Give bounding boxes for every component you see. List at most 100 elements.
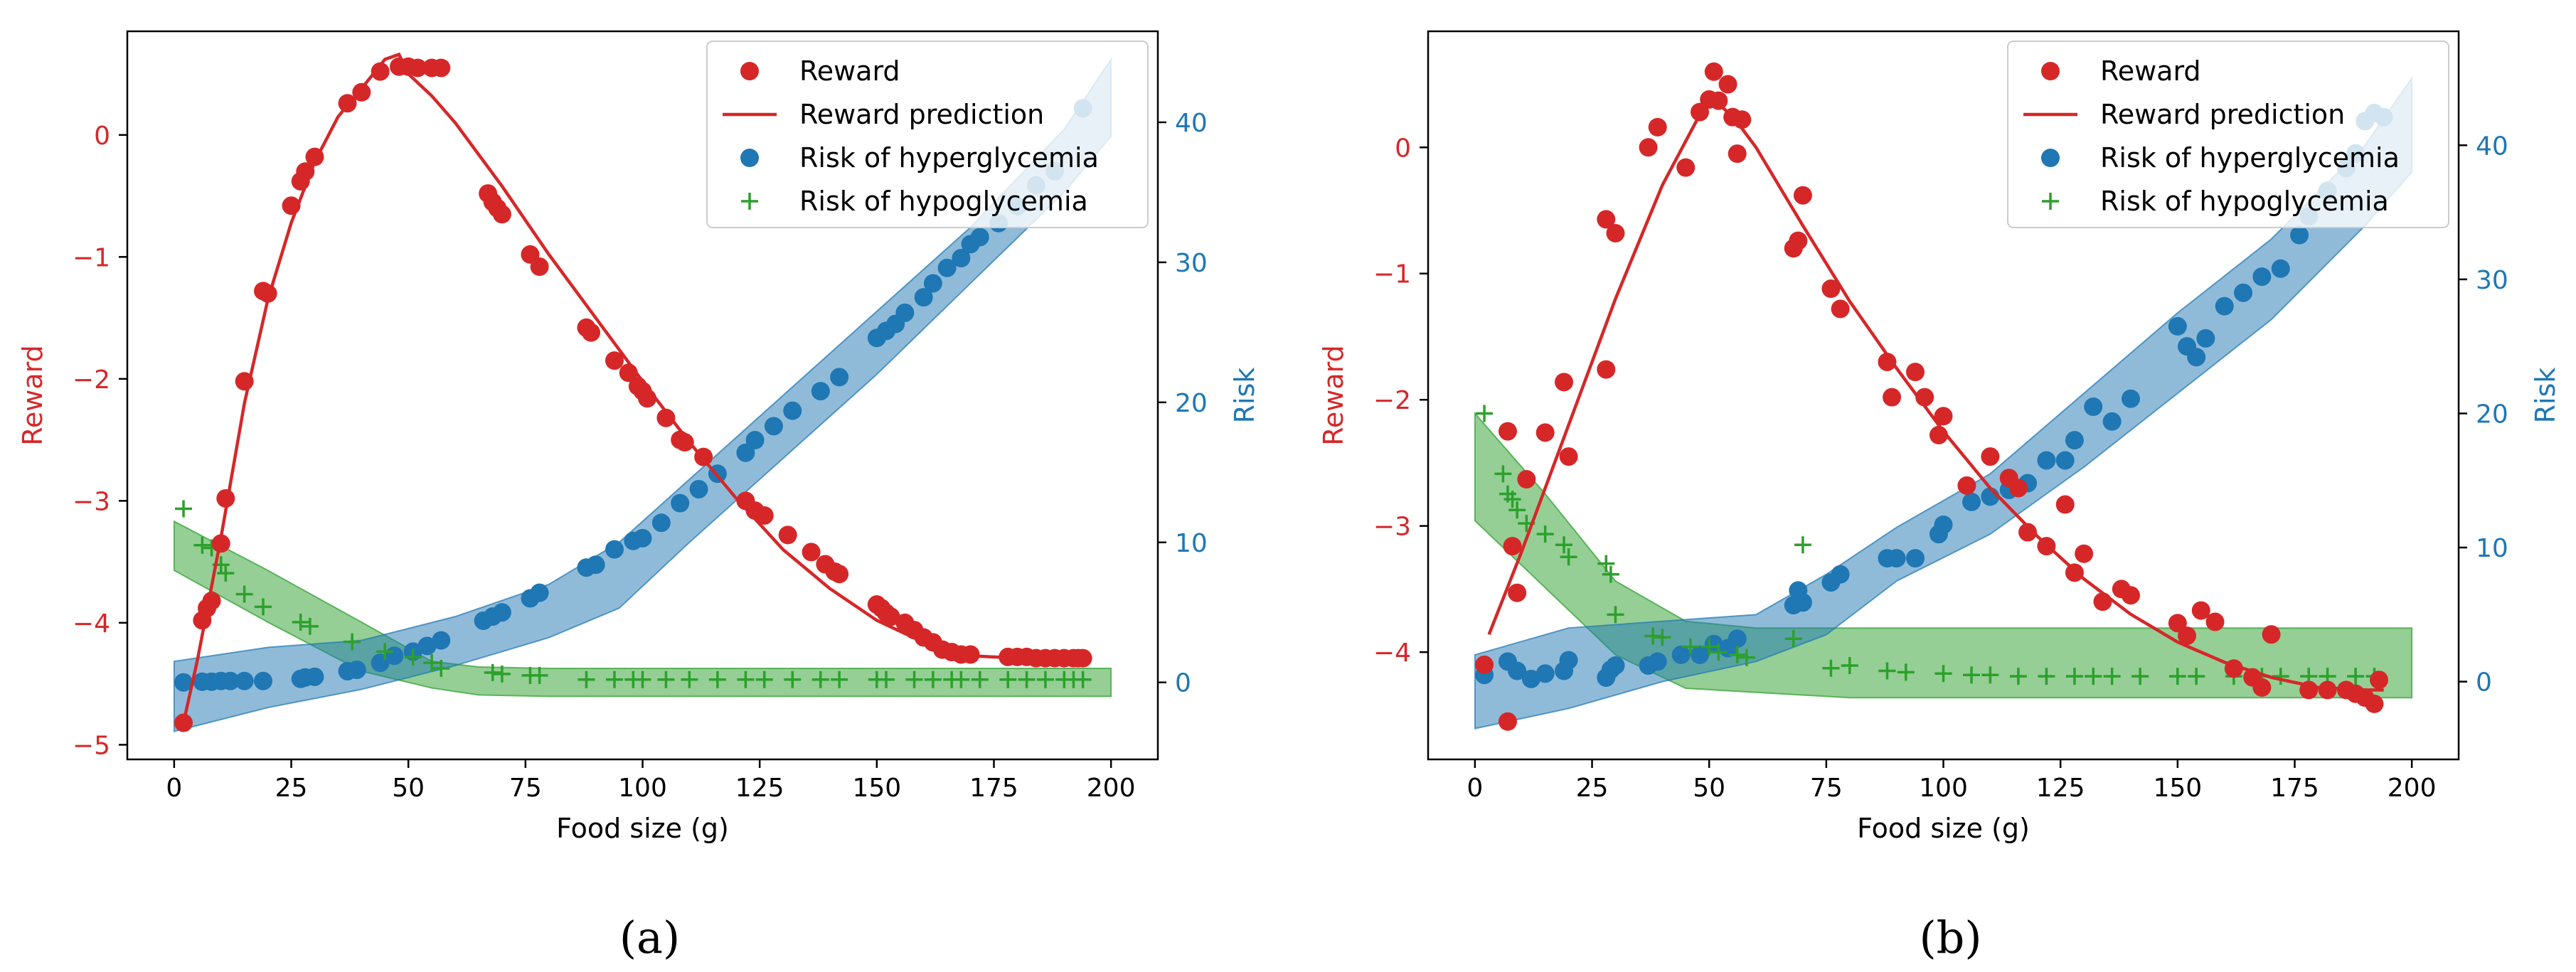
- hypo-point: [2009, 668, 2027, 685]
- reward-point: [1555, 373, 1574, 392]
- legend-reward-marker: [740, 62, 759, 80]
- hypo-point: [2168, 668, 2186, 685]
- hyper-point: [2196, 329, 2215, 348]
- reward-point: [2018, 523, 2038, 542]
- reward-point: [1915, 388, 1934, 407]
- x-tick-label: 125: [735, 774, 784, 803]
- chart-panel-b: 0 25 50 75 100 125 150 175 200 0 −1 −2 −3 −4 0 10 20 30 40…: [1318, 30, 2561, 963]
- hypo-point: [657, 671, 675, 688]
- hypo-point: [1981, 666, 1999, 684]
- hypo-point: [1607, 606, 1624, 624]
- reward-point: [258, 284, 277, 303]
- y-right-tick-label: 0: [1175, 669, 1191, 698]
- hyper-point: [1905, 549, 1925, 568]
- hypo-point: [1560, 548, 1577, 566]
- reward-prediction-line: [181, 52, 1083, 724]
- y-left-tick-label: −5: [73, 731, 110, 760]
- reward-point: [1498, 422, 1517, 441]
- reward-point: [2365, 694, 2384, 713]
- hypo-point: [737, 671, 755, 688]
- y-right-tick-label: 40: [1175, 109, 1208, 138]
- reward-point: [1648, 117, 1667, 137]
- x-tick-label: 125: [2036, 774, 2085, 803]
- hypo-point: [1841, 656, 1858, 674]
- legend-label: Reward prediction: [799, 99, 1044, 130]
- reward-point: [492, 205, 511, 224]
- hypo-point: [493, 665, 511, 683]
- hyper-point: [914, 288, 933, 307]
- y-left-tick-label: −1: [73, 243, 110, 272]
- hypo-point: [193, 536, 211, 554]
- reward-point: [1981, 447, 2000, 466]
- y-left-tick-label: −4: [1373, 639, 1411, 668]
- y-left-tick-label: −2: [1373, 386, 1411, 415]
- hypo-point: [831, 671, 848, 688]
- reward-point: [1905, 363, 1925, 382]
- y-left-tick-label: −4: [73, 609, 110, 639]
- hyper-point: [2037, 451, 2056, 470]
- hyper-point: [220, 671, 240, 690]
- hypo-point: [2272, 668, 2289, 685]
- hyper-point: [2215, 297, 2234, 316]
- legend-label: Risk of hypoglycemia: [799, 186, 1088, 217]
- hypo-point: [1822, 659, 1840, 677]
- hypo-point: [2085, 668, 2102, 685]
- reward-point: [2299, 680, 2319, 700]
- hyper-point: [605, 540, 624, 559]
- reward-point: [1789, 231, 1808, 250]
- hyper-point: [2102, 412, 2122, 431]
- hypo-point: [404, 648, 422, 666]
- reward-point: [216, 488, 235, 508]
- reward-point: [605, 351, 624, 370]
- hyper-point: [764, 417, 783, 436]
- hypo-point: [344, 633, 361, 651]
- hypo-point: [1784, 630, 1802, 648]
- hypo-point: [1737, 648, 1755, 666]
- hypo-point: [2347, 668, 2365, 685]
- legend-hyper-marker: [740, 149, 759, 167]
- hyper-point: [745, 431, 765, 450]
- subfigure-label: (a): [619, 912, 680, 963]
- hypo-point: [1728, 646, 1746, 663]
- reward-point: [1498, 712, 1517, 731]
- reward-point: [2008, 479, 2028, 498]
- legend-label: Risk of hypoglycemia: [2100, 186, 2389, 217]
- reward-point: [2205, 612, 2225, 631]
- reward-point: [2252, 678, 2272, 697]
- hyper-point: [2065, 431, 2084, 450]
- reward-point: [1517, 470, 1536, 489]
- hypo-point: [952, 671, 970, 688]
- y-left-axis-label: Reward: [1318, 345, 1349, 446]
- x-tick-label: 175: [969, 774, 1018, 803]
- reward-point: [961, 645, 980, 664]
- legend-box: [2007, 41, 2449, 228]
- hyper-point: [1887, 549, 1906, 568]
- x-tick-label: 50: [392, 774, 425, 803]
- y-right-axis-label: Risk: [1229, 368, 1260, 424]
- reward-point: [638, 389, 657, 408]
- hyper-point: [432, 631, 451, 650]
- hypo-point: [924, 671, 942, 688]
- x-tick-label: 0: [166, 774, 182, 803]
- x-tick-label: 75: [1810, 774, 1843, 803]
- reward-point: [675, 433, 694, 452]
- plot-area: [173, 52, 1112, 732]
- hyper-point: [2290, 225, 2309, 245]
- hyper-point: [2168, 316, 2187, 336]
- reward-point: [1676, 158, 1696, 177]
- reward-point: [778, 525, 797, 545]
- hyper-point: [2234, 283, 2253, 302]
- reward-point: [1733, 110, 1752, 129]
- hyper-point: [417, 636, 437, 656]
- hypo-point: [1494, 465, 1512, 483]
- x-tick-label: 25: [275, 774, 308, 803]
- y-right-tick-label: 10: [2476, 534, 2508, 563]
- x-tick-label: 150: [2153, 774, 2202, 803]
- reward-point: [1821, 279, 1841, 299]
- hypo-point: [1963, 666, 1981, 684]
- x-tick-label: 25: [1576, 774, 1609, 803]
- reward-point: [2037, 537, 2056, 556]
- hypo-point: [423, 654, 441, 672]
- reward-point: [2055, 495, 2075, 514]
